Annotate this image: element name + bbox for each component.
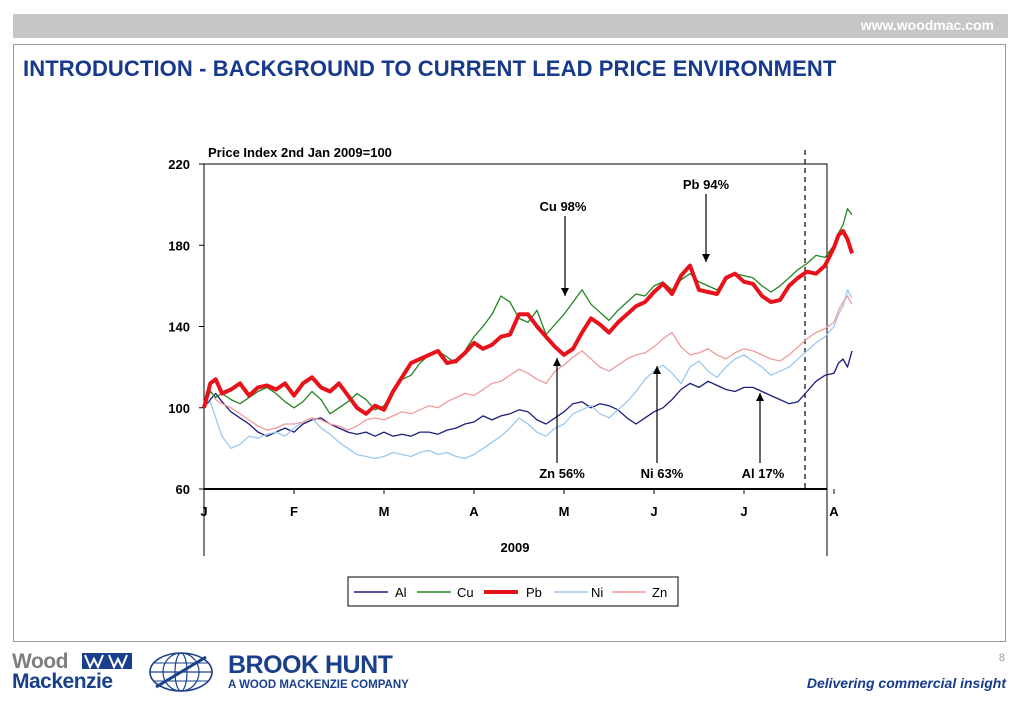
y-tick-label: 140 [168,320,190,335]
logo-wood-text: Wood [12,650,68,673]
x-tick-label: A [829,504,839,519]
x-tick-label: F [290,504,298,519]
annotation-arrow-head [653,366,661,374]
wm-mark-icon [82,653,132,669]
y-tick-label: 60 [176,482,190,497]
legend-label-zn: Zn [652,585,667,600]
x-tick-label: J [200,504,207,519]
series-line-pb [202,229,854,416]
annotation-pb: Pb 94% [683,177,730,192]
page-number: 8 [998,652,1005,664]
logo-mackenzie-text: Mackenzie [12,670,113,693]
legend-label-cu: Cu [457,585,474,600]
legend-label-pb: Pb [526,585,542,600]
x-tick-label: M [559,504,570,519]
logo-brook-hunt-subtitle: A WOOD MACKENZIE COMPANY [228,679,409,691]
slide-title: INTRODUCTION - BACKGROUND TO CURRENT LEA… [23,56,837,81]
legend-label-al: Al [395,585,407,600]
annotation-arrow-head [702,254,710,262]
annotation-arrow-head [553,358,561,366]
y-tick-label: 220 [168,157,190,172]
brook-hunt-logo: BROOK HUNT A WOOD MACKENZIE COMPANY [146,651,409,697]
series-line-cu [203,208,853,415]
annotation-al: Al 17% [742,466,785,481]
header-bar: www.woodmac.com [13,14,1008,38]
annotation-arrow-head [561,288,569,296]
annotation-arrow-head [756,393,764,401]
tagline: Delivering commercial insight [806,675,1006,691]
wood-mackenzie-logo: Wood Mackenzie [12,650,132,696]
annotation-cu: Cu 98% [540,199,587,214]
legend-label-ni: Ni [591,585,603,600]
globe-icon [149,652,213,692]
website-url[interactable]: www.woodmac.com [860,17,994,33]
x-tick-label: J [740,504,747,519]
annotation-zn: Zn 56% [539,466,585,481]
y-tick-label: 180 [168,238,190,253]
annotation-ni: Ni 63% [641,466,684,481]
x-tick-label: J [650,504,657,519]
x-tick-label: A [469,504,479,519]
x-axis-title: 2009 [501,540,530,555]
series-line-al [203,350,853,437]
x-tick-label: M [379,504,390,519]
plot-area: 60 100 140 180 220 J F M A M J J A Cu 98% Pb 94% Zn 56%… [168,150,854,607]
logo-brook-hunt-text: BROOK HUNT [228,651,393,679]
slide-frame [13,44,1006,642]
series-line-zn [203,295,853,431]
chart-title: Price Index 2nd Jan 2009=100 [208,145,392,160]
y-tick-label: 100 [168,401,190,416]
